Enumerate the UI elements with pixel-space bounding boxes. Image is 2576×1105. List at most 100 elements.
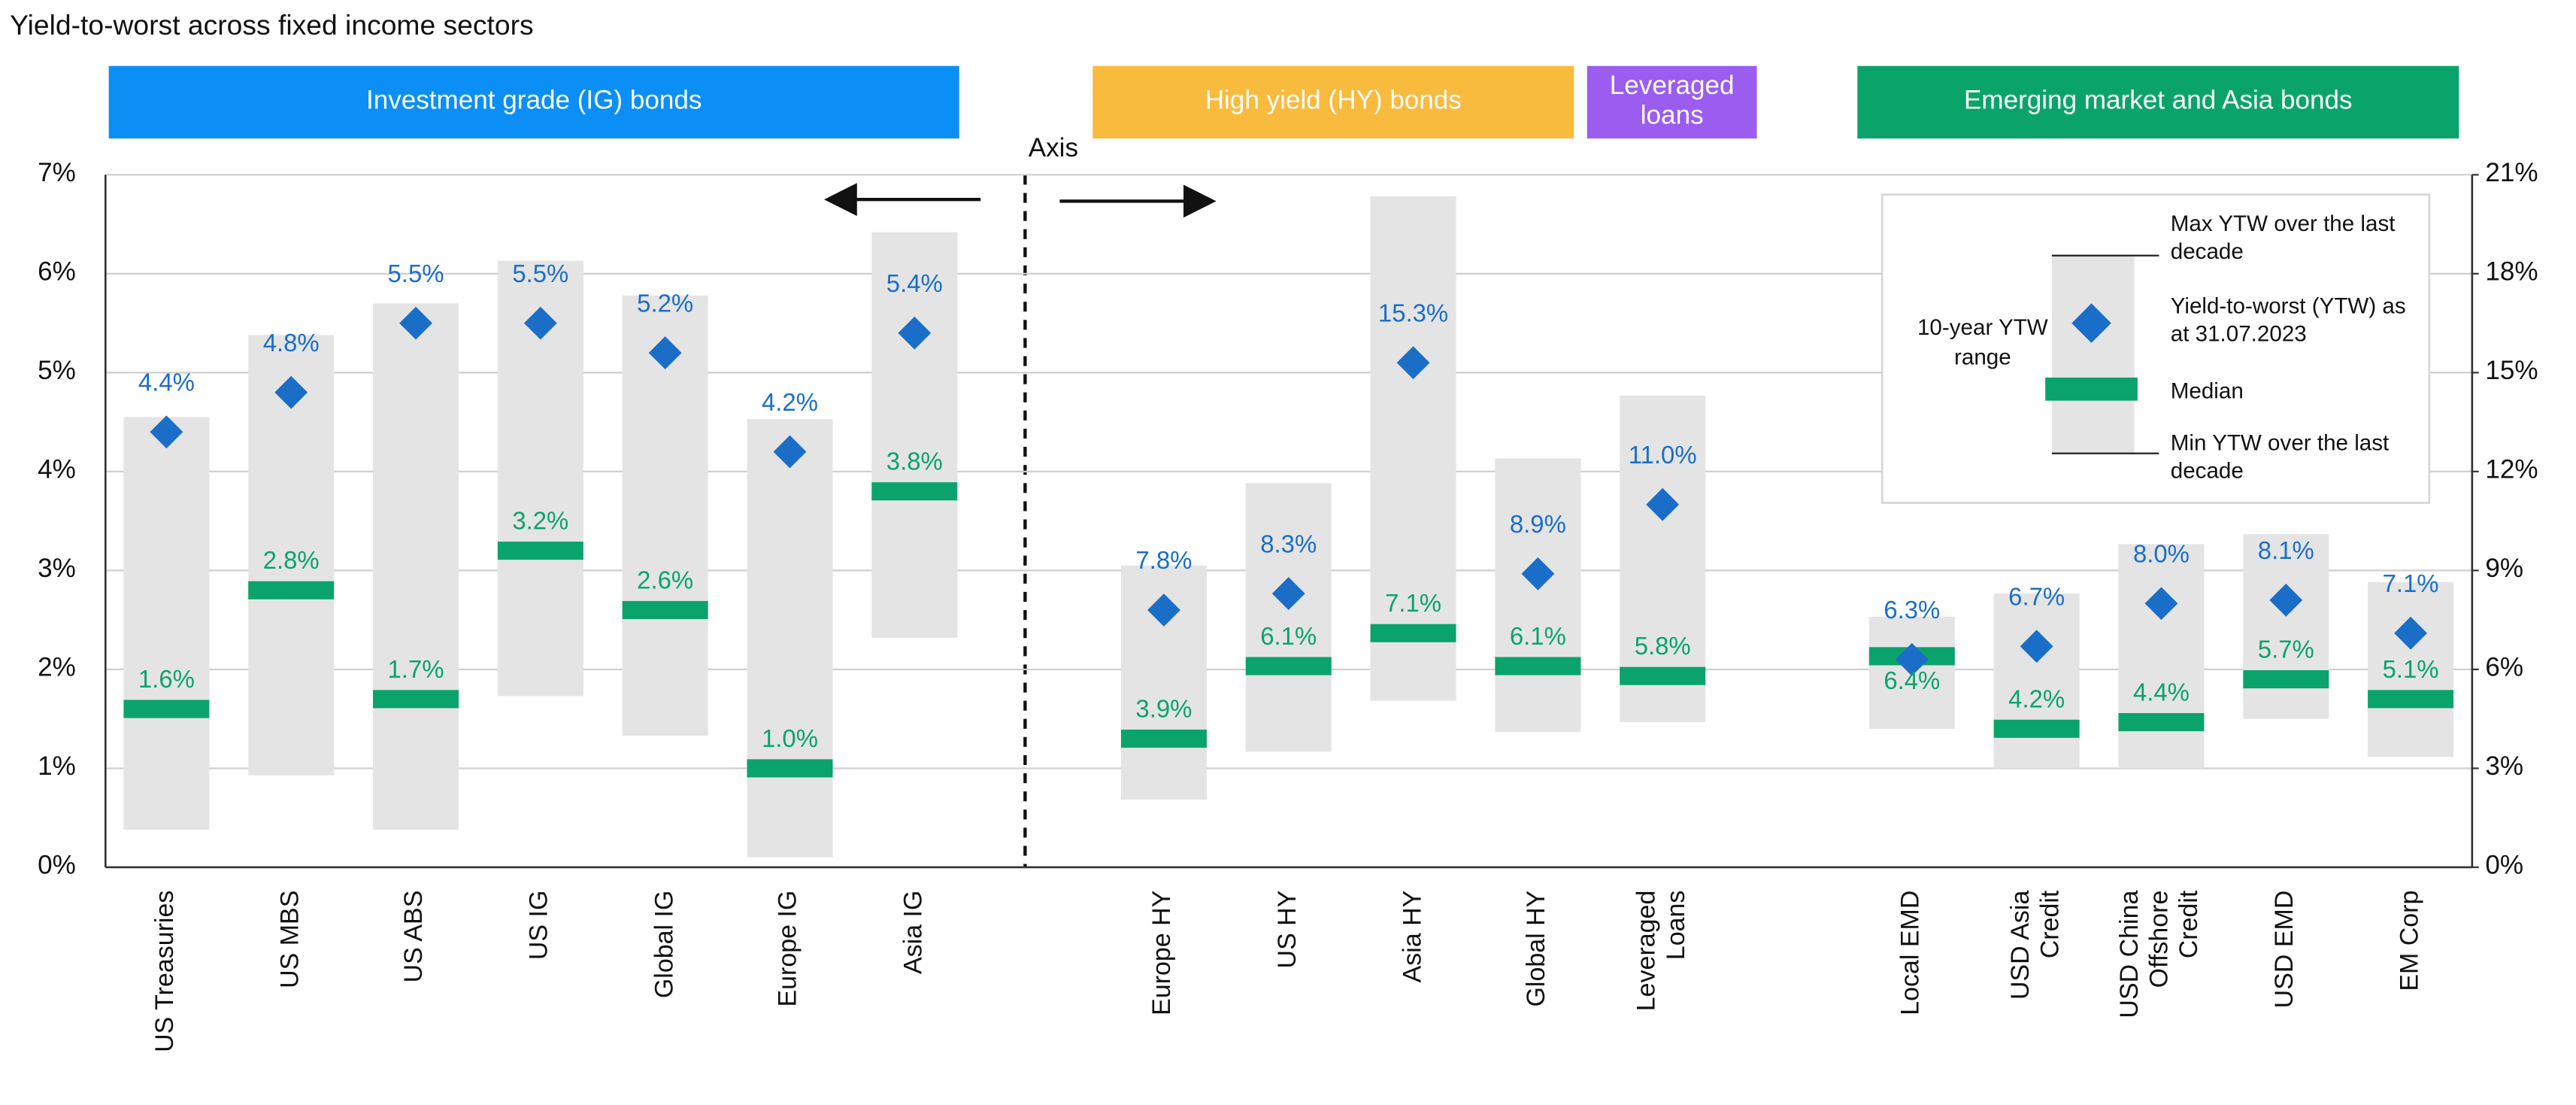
y2-tick-label: 21% [2485,159,2538,188]
x-tick-label: USD EMD [2271,890,2299,1009]
median-bar [2118,712,2205,732]
header-label: High yield (HY) bonds [1205,87,1462,116]
x-tick-label: US ABS [401,890,429,983]
range-bar [1993,593,2080,769]
x-tick-label: Global HY [1523,890,1551,1007]
median-label: 6.1% [1509,623,1566,651]
median-label: 5.7% [2257,636,2314,665]
header-box [1587,65,1757,139]
median-label: 3.8% [886,448,943,477]
median-label: 3.2% [512,508,569,536]
legend-label: Median [2170,378,2244,403]
range-bar [871,232,958,638]
ytw-label: 7.8% [1135,547,1193,575]
x-tick-label: US HY [1273,890,1302,969]
median-bar [1620,666,1706,685]
median-bar [622,600,708,620]
y2-tick-label: 15% [2485,357,2538,386]
x-tick-label: Asia IG [899,890,928,975]
median-bar [1370,624,1456,642]
y2-tick-label: 3% [2485,753,2524,782]
x-tick-label: US IG [526,890,554,961]
median-bar [1495,657,1581,675]
x-tick-label: Asia HY [1398,890,1427,983]
header-label: Emerging market and Asia bonds [1963,87,2353,116]
ytw-label: 5.5% [387,260,444,289]
ytw-label: 7.1% [2382,570,2439,599]
y2-tick-label: 6% [2485,654,2524,683]
median-label: 4.2% [2008,685,2065,715]
median-label: 1.6% [138,666,195,694]
ytw-label: 5.4% [886,270,943,299]
y-tick-label: 6% [38,259,76,287]
ytw-marker [150,415,183,449]
median-bar [871,482,958,501]
y-tick-label: 5% [38,357,76,386]
x-tick-label: Local EMD [1897,890,1926,1015]
header-label: Leveraged loans [1609,72,1735,131]
y2-tick-label: 12% [2485,457,2538,485]
x-tick-label: Global IG [650,890,679,999]
range-bar [373,303,459,830]
median-label: 2.8% [262,547,320,575]
x-tick-label: Europe HY [1149,890,1177,1015]
y2-tick-label: 9% [2485,555,2524,584]
ytw-label: 6.7% [2008,583,2065,612]
x-tick-label: US MBS [276,890,305,988]
range-bar [1495,458,1581,733]
y-tick-label: 0% [38,852,76,881]
median-bar [2243,670,2329,689]
header-label: Investment grade (IG) bonds [365,87,702,116]
ytw-label: 8.9% [1509,511,1566,539]
median-label: 4.4% [2132,679,2190,708]
y-tick-label: 7% [38,159,76,188]
median-label: 5.8% [1634,633,1691,661]
median-bar [248,581,335,600]
legend-ytw [2071,303,2111,343]
x-tick-label: EM Corp [2396,890,2424,991]
y-tick-label: 1% [38,753,76,782]
x-tick-label: USD Asia Credit [2007,890,2065,1000]
legend-range [2051,255,2135,454]
x-tick-label: US Treasuries [151,890,180,1052]
ytw-marker [648,336,682,369]
legend-label: Min YTW over the last decade [2170,430,2390,484]
y2-tick-label: 0% [2485,852,2524,881]
range-bar [1370,196,1456,701]
median-bar [747,759,833,778]
ytw-label: 15.3% [1377,299,1449,329]
range-bar [123,417,210,830]
median-bar [373,690,459,709]
median-bar [123,700,210,718]
median-bar [1245,657,1332,675]
y-tick-label: 2% [38,654,76,683]
median-label: 7.1% [1385,590,1442,618]
ytw-label: 4.8% [262,329,320,358]
legend-label: Yield-to-worst (YTW) as at 31.07.2023 [2170,293,2406,347]
legend-median [2045,377,2138,401]
ytw-marker [523,306,557,340]
ytw-marker [1396,346,1430,380]
ytw-marker [274,375,308,409]
ytw-label: 8.3% [1260,530,1317,560]
range-bar [1245,483,1332,752]
header-box [108,65,959,139]
range-bar [2118,544,2205,769]
median-label: 3.9% [1135,695,1193,724]
ytw-label: 8.0% [2132,540,2190,569]
ytw-label: 5.2% [637,290,694,319]
ytw-marker [1646,487,1680,521]
ytw-label: 5.5% [512,260,569,289]
header-box [1857,65,2459,139]
chart-title: Yield-to-worst across fixed income secto… [10,10,534,41]
y2-tick-label: 18% [2485,259,2538,287]
y-tick-label: 4% [38,457,76,485]
ytw-marker [399,306,432,340]
ytw-label: 6.3% [1884,597,1941,625]
x-tick-label: USD China Offshore Credit [2117,890,2205,1018]
ytw-label: 11.0% [1628,442,1697,470]
ytw-marker [1271,577,1305,611]
median-label: 5.1% [2382,656,2439,685]
